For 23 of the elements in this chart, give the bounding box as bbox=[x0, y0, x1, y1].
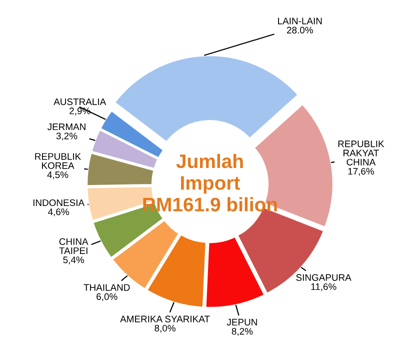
slice-label: SINGAPURA bbox=[296, 274, 352, 281]
slice-label: LAIN-LAIN bbox=[278, 18, 322, 24]
slice-label: REPUBLIK RAKYAT CHINA bbox=[338, 140, 384, 166]
slice-label: JERMAN bbox=[48, 124, 86, 130]
slice-label: JEPUN bbox=[226, 318, 257, 326]
data-label: 6,0% bbox=[96, 293, 118, 302]
data-label: 5,4% bbox=[63, 256, 84, 264]
slice-label: CHINA TAIPEI bbox=[59, 238, 88, 254]
slice-label: THAILAND bbox=[84, 284, 130, 291]
data-label: 2,9% bbox=[70, 108, 90, 116]
data-label: 4,5% bbox=[47, 171, 68, 180]
slice-label: REPUBLIK KOREA bbox=[35, 153, 82, 169]
data-label: 8,2% bbox=[232, 328, 253, 336]
data-label: 28.0% bbox=[286, 26, 313, 34]
slice-label: AMERIKA SYARIKAT bbox=[120, 316, 210, 322]
slice-label: AUSTRALIA bbox=[54, 98, 106, 106]
data-label: 3,2% bbox=[56, 132, 78, 140]
text: Jumlah Import RM161.9 bilion bbox=[143, 154, 277, 212]
data-label: 11,6% bbox=[311, 283, 336, 292]
data-label: 8,0% bbox=[154, 324, 176, 333]
data-label: 17,6% bbox=[348, 168, 374, 176]
slice-label: INDONESIA bbox=[33, 199, 85, 206]
data-label: 4,6% bbox=[48, 208, 69, 216]
